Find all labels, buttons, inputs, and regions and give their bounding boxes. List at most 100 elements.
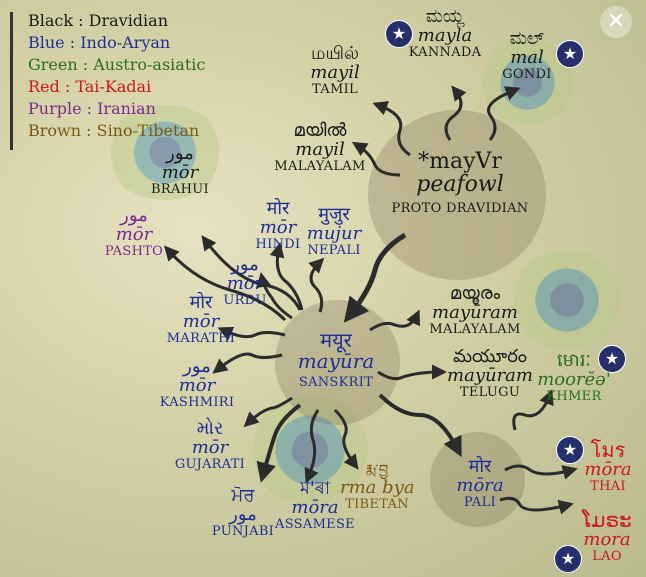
legend-item: Black : Dravidian: [28, 11, 169, 30]
node-malayalam-mayil: മയിൽ mayil MALAYALAM: [270, 120, 370, 174]
node-sanskrit: मयूर mayūra SANSKRIT: [292, 330, 380, 390]
arrow-to-telugu: [377, 364, 447, 381]
word-roman: mōr: [191, 436, 229, 458]
word-script: मोर: [468, 456, 492, 477]
arrow-to-tamil: [372, 101, 411, 157]
node-tamil: மயில் mayil TAMIL: [298, 43, 372, 96]
word-roman: mora: [583, 529, 631, 550]
language-name: SANSKRIT: [298, 375, 374, 390]
node-brahui: مور mōr BRAHUI: [140, 143, 220, 196]
arrow-to-urdu: [256, 272, 293, 320]
node-hindi: मोर mōr HINDI: [248, 198, 308, 252]
word-roman: rma bya: [340, 476, 415, 498]
arrow-to-malayalam2: [369, 309, 420, 332]
proto-gloss: peafowl: [416, 172, 504, 198]
word-script: مور: [183, 356, 211, 377]
language-name: TIBETAN: [345, 496, 409, 512]
language-name: ASSAMESE: [275, 516, 355, 532]
word-roman: mōr: [182, 310, 220, 332]
word-script: རྨ་བྱ: [365, 461, 389, 479]
language-name: PASHTO: [104, 243, 164, 259]
word-script: ಮಲ್: [509, 28, 545, 49]
word-roman: mōr: [178, 374, 216, 396]
word-script: مور: [231, 254, 259, 275]
close-icon[interactable]: ✕: [600, 6, 632, 38]
node-marathi: मोर mōr MARATHI: [162, 292, 240, 345]
arrow-to-kannada: [444, 85, 467, 141]
arrow-to-khmer: [512, 389, 554, 431]
node-kannada: ಮಯ್ಲ mayla KANNADA: [405, 6, 485, 59]
language-name: THAI: [590, 478, 626, 494]
arrow-to-punjabi: [256, 403, 302, 483]
arrow-to-assamese: [304, 409, 320, 484]
word-roman: mōr: [259, 216, 297, 238]
word-roman: mujur: [306, 222, 362, 244]
arrow-to-kashmiri: [212, 352, 283, 374]
arrow-to-nepali: [308, 257, 325, 313]
word-roman: mal: [510, 46, 544, 68]
arrow-to-lao: [499, 496, 574, 515]
arrow-to-sanskrit: [343, 232, 407, 323]
legend: Black : Dravidian Blue : Indo-Aryan Gree…: [28, 10, 205, 142]
legend-item: Red : Tai-Kadai: [28, 77, 152, 96]
word-roman: mōra: [456, 474, 504, 496]
node-urdu: مور mōr URDU: [218, 254, 272, 308]
language-name: HINDI: [255, 236, 301, 252]
legend-item: Green : Austro-asiatic: [28, 55, 206, 74]
language-name: NEPALI: [307, 242, 361, 258]
node-tibetan: རྨ་བྱ rma bya TIBETAN: [340, 461, 415, 512]
star-icon: ★: [385, 20, 413, 48]
word-script: மயில்: [311, 43, 359, 64]
arrow-to-hindi: [269, 242, 304, 311]
word-roman: mōra: [291, 496, 339, 518]
star-icon: ★: [556, 40, 584, 68]
word-roman: mayil: [310, 61, 360, 83]
node-khmer: មោរៈ moorĕə' KHMER: [528, 351, 620, 404]
arrow-to-malayalam1: [351, 141, 401, 177]
node-punjabi: ਮੋਰ مور PUNJABI: [205, 485, 281, 539]
word-script: मोर: [189, 292, 213, 313]
word-script: ಮಯ್ಲ: [425, 6, 465, 27]
word-roman: moorĕə': [537, 368, 611, 390]
language-name: PUNJABI: [211, 523, 275, 539]
word-roman: mayūram: [447, 364, 533, 386]
word-script: मोर: [266, 198, 290, 219]
word-script: മയിൽ: [293, 120, 347, 141]
word-script: ਮੋਰ: [231, 485, 255, 506]
language-name: KHMER: [546, 388, 602, 404]
node-assamese: ম'ৰা mōra ASSAMESE: [272, 479, 358, 532]
word-roman: mayūra: [297, 349, 375, 373]
star-icon: ★: [556, 436, 584, 464]
word-script: مور: [166, 143, 194, 164]
word-script: ໂມຣະ: [582, 508, 632, 532]
word-roman: mayil: [295, 138, 345, 160]
word-script: మయూరం: [452, 346, 527, 367]
arrow-to-tibetan: [333, 408, 359, 470]
peacock-eye-decoration: [105, 105, 225, 200]
node-gujarati: મોર mōr GUJARATI: [168, 418, 252, 471]
word-roman: mayūram: [432, 301, 518, 323]
word-script: મોર: [196, 418, 224, 439]
word-script: മയൂരം: [449, 283, 501, 304]
node-telugu: మయూరం mayūram TELUGU: [442, 346, 538, 399]
word-roman: mōr: [226, 272, 264, 294]
arrow-to-gujarati: [243, 396, 293, 428]
word-script: मुजुर: [318, 204, 350, 225]
proto-label: PROTO DRAVIDIAN: [391, 201, 529, 217]
language-name: MALAYALAM: [429, 321, 521, 337]
peacock-eye-decoration: [512, 250, 622, 350]
node-pashto: مور mōr PASHTO: [97, 205, 171, 259]
arrow-to-thai: [504, 464, 578, 480]
language-name: MALAYALAM: [274, 158, 366, 174]
word-script: مور: [120, 205, 148, 226]
arrow-to-marathi: [217, 326, 286, 341]
proto-form: *mayVr: [418, 149, 502, 174]
word-roman: mōr: [161, 161, 199, 183]
arrow-to-pali: [378, 393, 462, 458]
word-roman: mōr: [115, 223, 153, 245]
language-name: URDU: [223, 292, 267, 308]
legend-item: Purple : Iranian: [28, 99, 156, 118]
word-roman: mayla: [417, 24, 473, 46]
word-roman: mōra: [584, 459, 632, 480]
